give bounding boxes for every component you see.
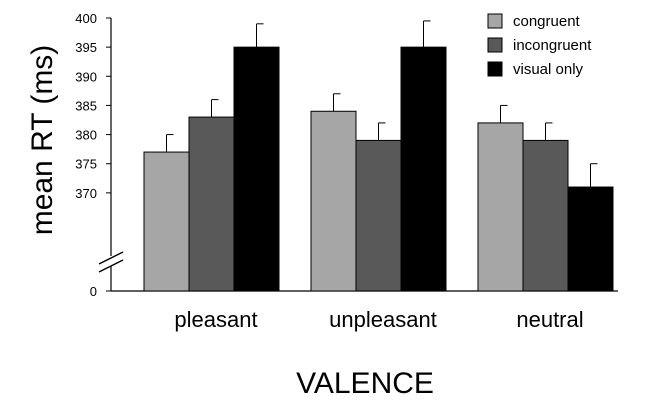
bars-group: pleasant unpleasant neutral [143, 20, 614, 332]
legend-label: incongruent [513, 37, 592, 54]
bar-congruent-unpleasant [310, 110, 357, 292]
y-axis-label: mean RT (ms) [26, 45, 59, 236]
axis-break-mark [98, 251, 124, 265]
x-tick-label: pleasant [174, 307, 257, 332]
bar-incongruent-neutral [522, 139, 569, 292]
legend-swatch [487, 37, 503, 53]
bar-incongruent-pleasant [188, 116, 235, 292]
bar-visual-only-unpleasant [400, 46, 447, 292]
legend-label: visual only [513, 61, 584, 78]
bar-congruent-neutral [477, 122, 524, 292]
bar-congruent-pleasant [143, 151, 190, 292]
bar-incongruent-unpleasant [355, 139, 402, 292]
x-tick-label: neutral [516, 307, 583, 332]
legend: congruent incongruent visual only [487, 13, 592, 78]
legend-swatch [487, 13, 503, 29]
y-tick-label: 375 [75, 157, 97, 172]
y-tick-label: 400 [75, 11, 97, 26]
legend-swatch [487, 61, 503, 77]
bar-visual-only-neutral [567, 186, 614, 292]
y-tick-label: 0 [90, 284, 97, 299]
y-tick-label: 390 [75, 69, 97, 84]
y-tick-label: 395 [75, 40, 97, 55]
y-tick-label: 380 [75, 128, 97, 143]
axis-break-mark [98, 259, 124, 273]
x-axis-label: VALENCE [296, 367, 434, 400]
legend-label: congruent [513, 13, 581, 30]
y-tick-label: 385 [75, 98, 97, 113]
x-tick-label: unpleasant [329, 307, 437, 332]
y-tick-label: 370 [75, 186, 97, 201]
bar-visual-only-pleasant [233, 46, 280, 292]
